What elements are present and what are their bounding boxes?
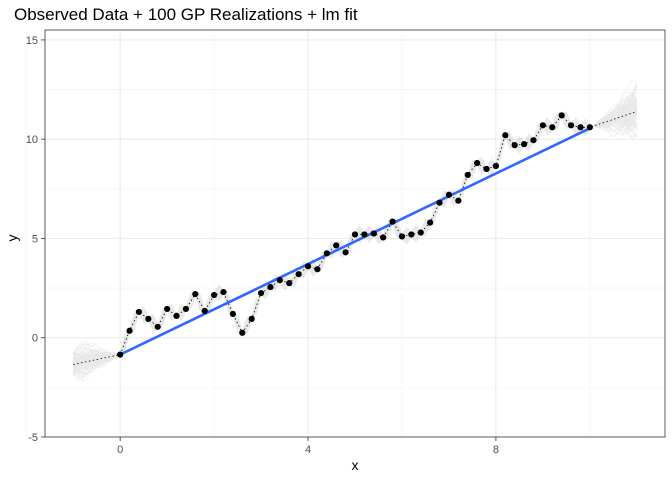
- observed-point: [323, 250, 330, 257]
- y-tick-label: 5: [32, 233, 38, 245]
- observed-point: [436, 199, 443, 206]
- observed-point: [474, 159, 481, 167]
- observed-point: [173, 312, 180, 319]
- observed-point: [370, 230, 377, 237]
- axis-ticks: 0 4 8 -5 0 5 10 15: [26, 35, 499, 456]
- y-axis-label: y: [4, 235, 20, 242]
- observed-point: [483, 165, 490, 173]
- observed-point: [257, 289, 265, 297]
- x-axis-label: x: [352, 457, 359, 473]
- observed-point: [192, 290, 199, 298]
- observed-point: [539, 122, 546, 129]
- y-tick-label: -5: [28, 432, 38, 444]
- observed-point: [135, 308, 143, 316]
- observed-point: [586, 124, 593, 131]
- observed-point: [276, 277, 283, 284]
- observed-point: [295, 271, 302, 278]
- observed-point: [520, 141, 528, 148]
- observed-point: [511, 142, 518, 149]
- observed-point: [530, 137, 537, 144]
- observed-point: [145, 315, 152, 322]
- observed-point: [492, 162, 500, 170]
- plot-area: [25, 29, 666, 438]
- x-tick-label: 4: [305, 444, 311, 456]
- observed-point: [389, 218, 396, 225]
- observed-point: [117, 351, 124, 358]
- observed-point: [333, 242, 340, 249]
- observed-point: [210, 291, 218, 299]
- observed-point: [549, 124, 556, 131]
- observed-point: [164, 305, 171, 313]
- observed-point: [286, 280, 293, 287]
- observed-point: [314, 266, 321, 273]
- observed-point: [126, 327, 133, 334]
- lm-fit-line: [119, 127, 591, 356]
- observed-point: [408, 231, 415, 238]
- observed-point: [154, 323, 161, 330]
- observed-point: [201, 307, 208, 315]
- plot-border: [44, 29, 666, 438]
- observed-point: [558, 112, 565, 119]
- observed-point: [267, 284, 274, 291]
- y-tick-label: 15: [26, 35, 38, 47]
- observed-point: [502, 132, 509, 139]
- observed-point: [455, 197, 462, 204]
- x-tick-label: 8: [493, 444, 499, 456]
- observed-point: [182, 305, 190, 313]
- observed-point: [220, 288, 227, 296]
- y-tick-label: 10: [26, 134, 38, 146]
- observed-point: [229, 310, 236, 318]
- observed-point: [239, 329, 246, 336]
- observed-point: [248, 315, 255, 322]
- observed-point: [304, 263, 312, 270]
- observed-point: [417, 229, 424, 236]
- observed-point: [361, 231, 368, 238]
- observed-point: [342, 249, 349, 256]
- observed-point: [464, 171, 471, 179]
- observed-point: [445, 191, 453, 198]
- observed-point: [380, 234, 387, 241]
- observed-point: [427, 219, 434, 226]
- observed-point: [567, 122, 575, 129]
- x-tick-label: 0: [117, 444, 123, 456]
- observed-point: [577, 124, 584, 131]
- y-tick-label: 0: [32, 333, 38, 345]
- observed-point: [351, 231, 359, 238]
- chart-title: Observed Data + 100 GP Realizations + lm…: [14, 5, 358, 24]
- observed-point: [398, 233, 406, 240]
